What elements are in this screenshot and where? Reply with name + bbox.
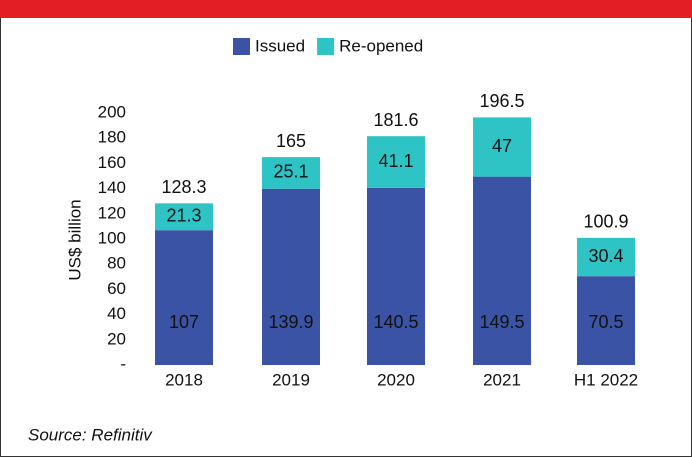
legend-swatch	[233, 38, 250, 55]
bar-segment	[577, 237, 635, 277]
y-tick-label: 120	[98, 203, 126, 222]
bar-segment	[367, 187, 425, 365]
data-label: 149.5	[479, 312, 524, 332]
total-label: 128.3	[161, 177, 206, 197]
y-tick-label: 20	[107, 329, 126, 348]
y-axis-label: US$ billion	[65, 199, 84, 280]
legend-label: Re-opened	[339, 36, 423, 55]
y-tick-label: 100	[98, 228, 126, 247]
y-tick-label: 80	[107, 254, 126, 273]
x-tick-label: 2019	[272, 370, 310, 389]
y-tick-label: 160	[98, 153, 126, 172]
data-label: 21.3	[166, 206, 201, 226]
data-label: 47	[492, 136, 512, 156]
data-label: 70.5	[588, 312, 623, 332]
x-tick-label: 2018	[165, 370, 203, 389]
source: Source: Refinitiv	[28, 425, 153, 444]
bar-segment	[473, 176, 531, 365]
total-label: 165	[276, 131, 306, 151]
legend-swatch	[317, 38, 335, 55]
bar-segment	[155, 203, 213, 231]
bar-segment	[155, 230, 213, 365]
bar-segment	[473, 117, 531, 177]
data-label: 41.1	[378, 151, 413, 171]
x-tick-label: H1 2022	[574, 370, 638, 389]
x-tick-label: 2021	[483, 370, 521, 389]
data-label: 107	[169, 312, 199, 332]
header-bar	[0, 0, 692, 18]
bar-segment	[262, 157, 320, 189]
data-label: 30.4	[588, 246, 623, 266]
total-label: 181.6	[373, 110, 418, 130]
y-tick-label: 60	[107, 279, 126, 298]
data-label: 140.5	[373, 312, 418, 332]
x-tick-label: 2020	[377, 370, 415, 389]
total-label: 196.5	[479, 91, 524, 111]
y-tick-label: 200	[98, 102, 126, 121]
data-label: 139.9	[268, 312, 313, 332]
bar-segment	[367, 136, 425, 188]
legend-label: Issued	[255, 36, 305, 55]
bar-segment	[577, 276, 635, 365]
data-label: 25.1	[273, 162, 308, 182]
y-tick-label: 40	[107, 304, 126, 323]
y-tick-label: 180	[98, 128, 126, 147]
y-tick-label: -	[120, 354, 126, 373]
total-label: 100.9	[583, 212, 628, 232]
y-tick-label: 140	[98, 178, 126, 197]
bar-segment	[262, 188, 320, 365]
